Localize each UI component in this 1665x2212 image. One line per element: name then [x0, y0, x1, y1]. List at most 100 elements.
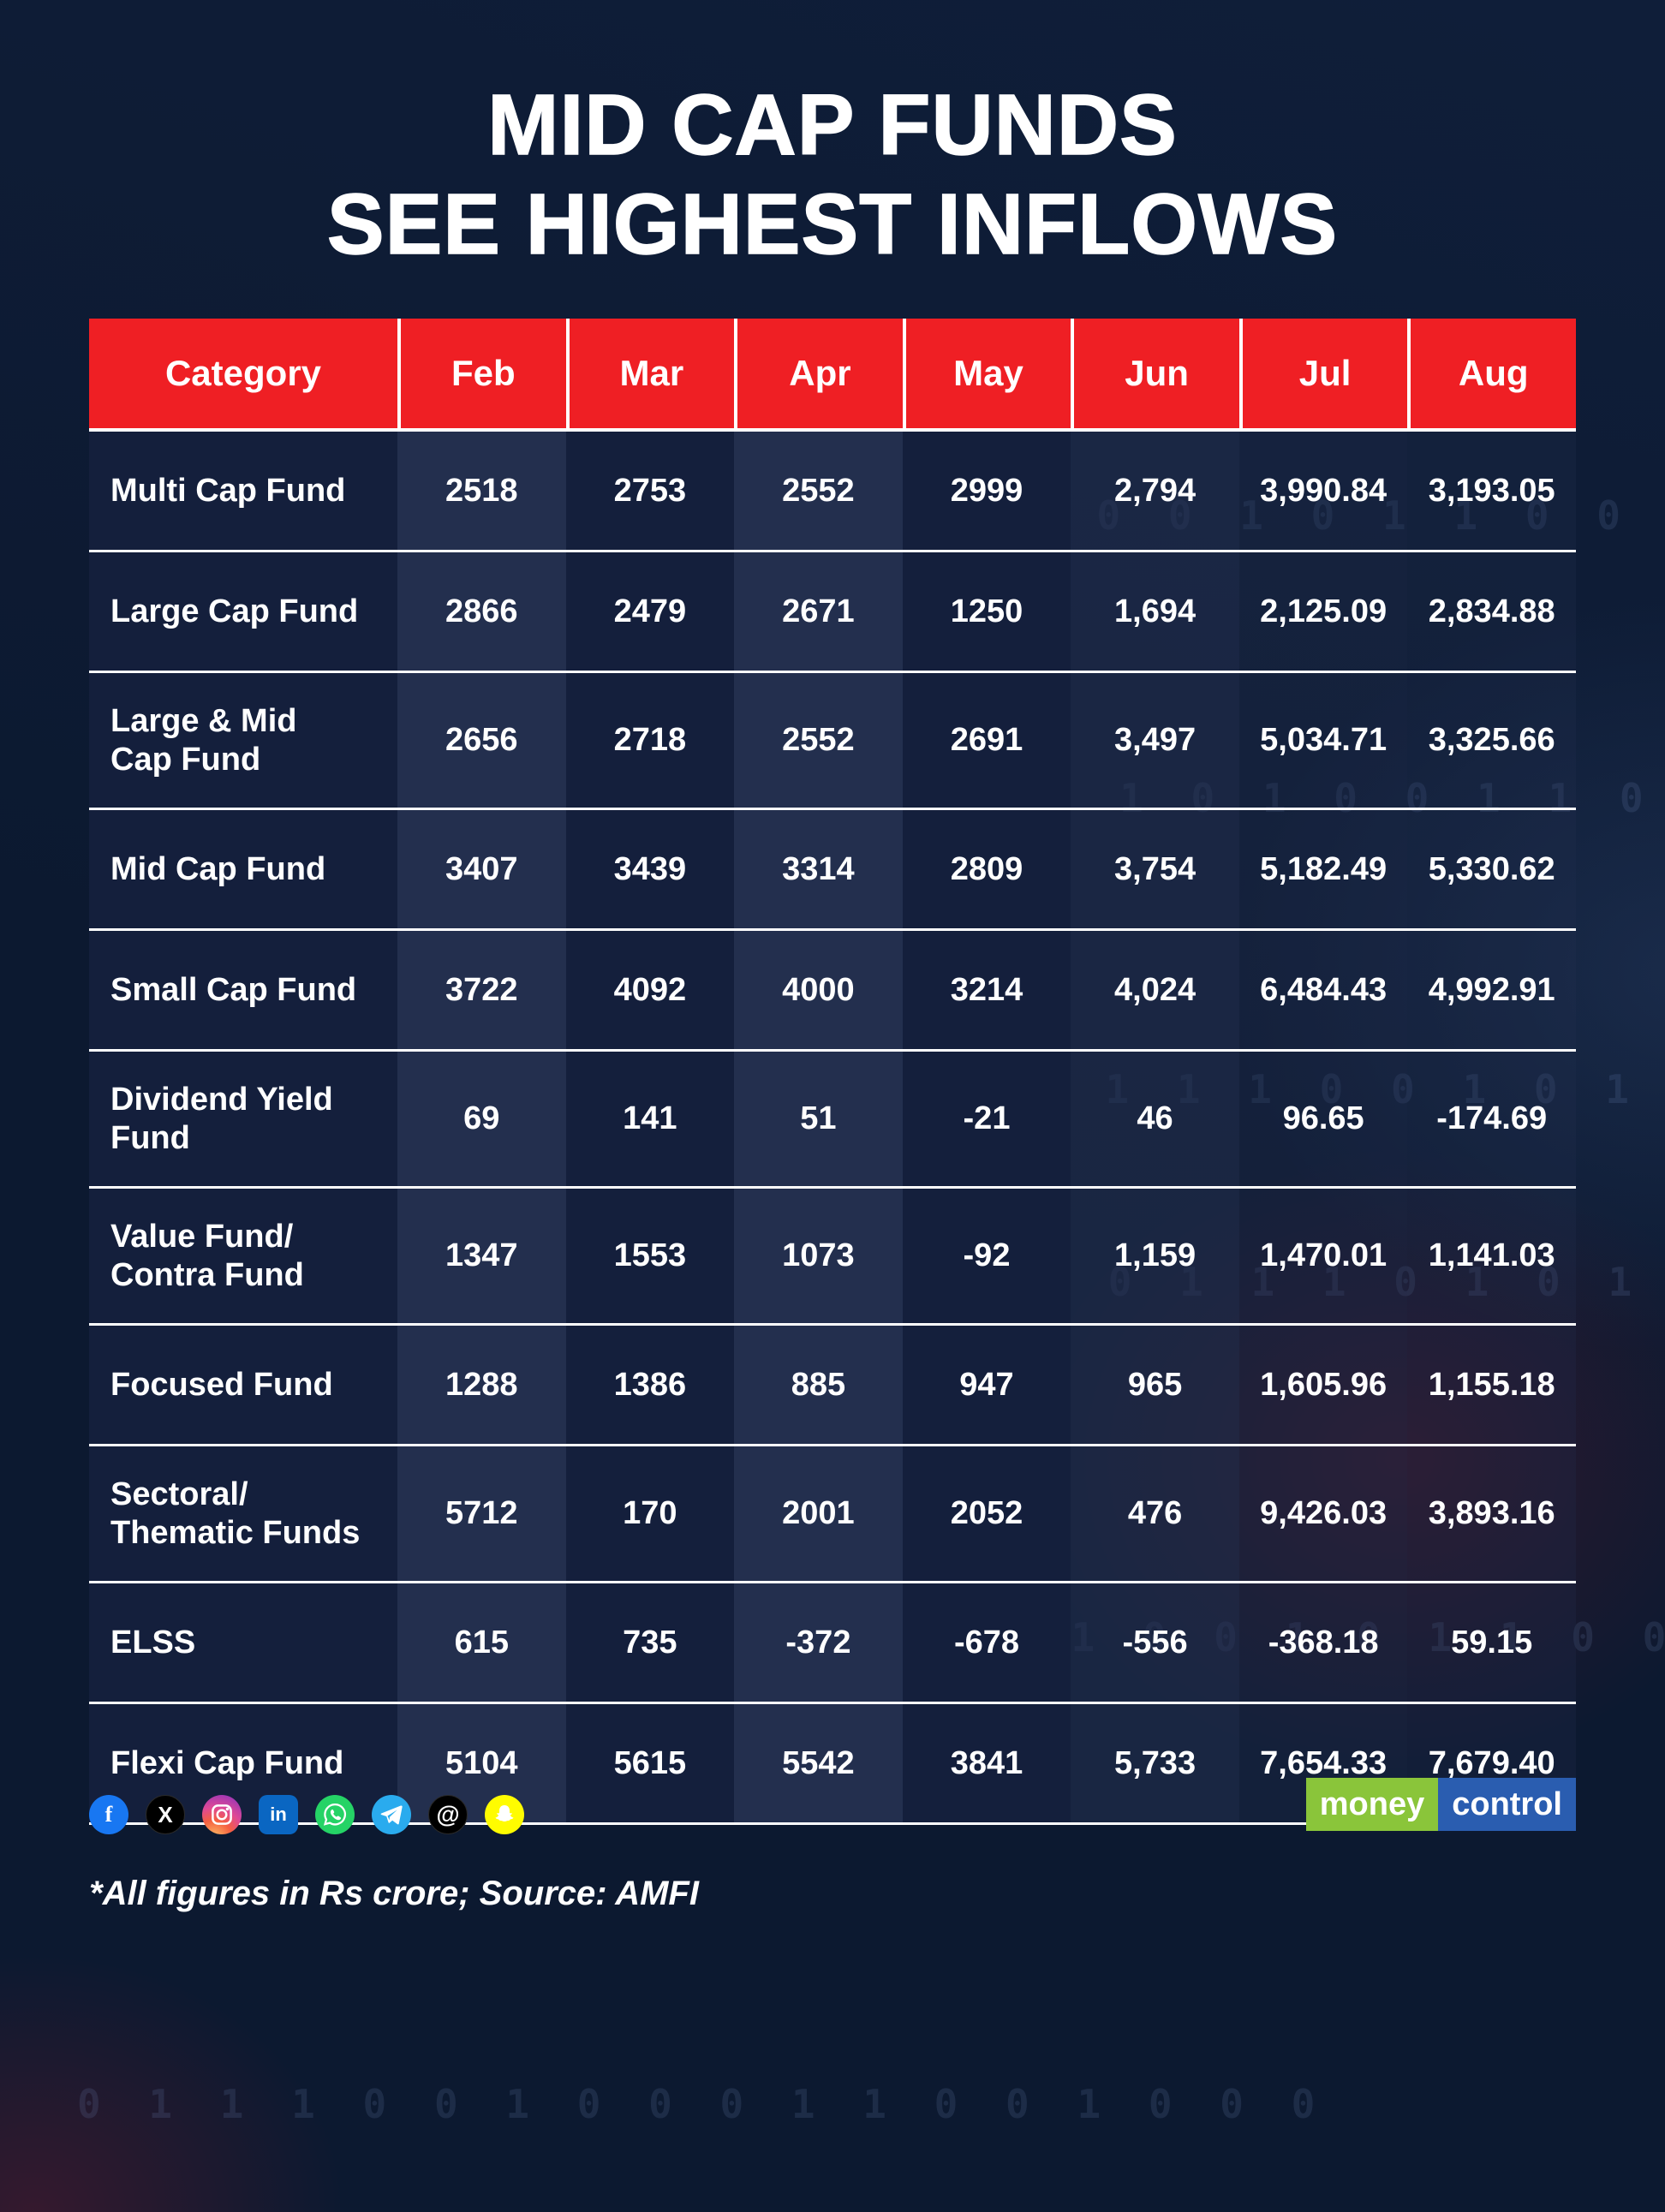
value-cell: 3407 — [397, 810, 566, 928]
value-cell: 59.15 — [1407, 1583, 1576, 1702]
value-cell: -92 — [902, 1189, 1071, 1323]
value-cell: -174.69 — [1407, 1052, 1576, 1186]
value-cell: 3722 — [397, 931, 566, 1049]
x-glyph: X — [158, 1801, 173, 1827]
value-cell: 3,754 — [1071, 810, 1239, 928]
value-cell: 5542 — [734, 1704, 903, 1822]
value-cell: 885 — [734, 1326, 903, 1444]
logo-money-segment: money — [1305, 1778, 1439, 1831]
table-row: Multi Cap Fund 2518 2753 2552 2999 2,794… — [89, 432, 1576, 552]
value-cell: 170 — [565, 1446, 735, 1581]
value-cell: 2866 — [397, 552, 566, 671]
value-cell: 1,470.01 — [1238, 1189, 1408, 1323]
value-cell: 4,024 — [1071, 931, 1239, 1049]
category-cell: Dividend Yield Fund — [89, 1052, 397, 1186]
threads-glyph: @ — [436, 1801, 460, 1827]
category-cell: ELSS — [89, 1583, 397, 1702]
value-cell: 1,605.96 — [1238, 1326, 1408, 1444]
value-cell: -368.18 — [1238, 1583, 1408, 1702]
footnote: *All figures in Rs crore; Source: AMFI — [89, 1875, 699, 1912]
header-jul: Jul — [1238, 319, 1408, 428]
value-cell: 6,484.43 — [1238, 931, 1408, 1049]
header-category: Category — [164, 353, 322, 393]
value-cell: 5,034.71 — [1238, 673, 1408, 808]
value-cell: 3314 — [734, 810, 903, 928]
value-cell: 2552 — [734, 432, 903, 550]
table-row: Value Fund/ Contra Fund 1347 1553 1073 -… — [89, 1189, 1576, 1326]
value-cell: 3,193.05 — [1407, 432, 1576, 550]
value-cell: 1288 — [397, 1326, 566, 1444]
value-cell: 2999 — [902, 432, 1071, 550]
value-cell: 3,497 — [1071, 673, 1239, 808]
value-cell: 965 — [1071, 1326, 1239, 1444]
table-row: Small Cap Fund 3722 4092 4000 3214 4,024… — [89, 931, 1576, 1052]
value-cell: 1250 — [902, 552, 1071, 671]
header-aug: Aug — [1407, 319, 1576, 428]
value-cell: 2479 — [565, 552, 735, 671]
value-cell: 2656 — [397, 673, 566, 808]
value-cell: 2691 — [902, 673, 1071, 808]
value-cell: 5615 — [565, 1704, 735, 1822]
table-header-row: Category Feb Mar Apr May Jun Jul Aug — [89, 319, 1576, 432]
value-cell: 2753 — [565, 432, 735, 550]
binary-pattern: 0 1 1 1 0 0 1 0 0 0 1 1 0 0 1 0 0 0 — [77, 2081, 1328, 2127]
threads-icon[interactable]: @ — [428, 1795, 468, 1834]
page-title: MID CAP FUNDS SEE HIGHEST INFLOWS — [0, 75, 1665, 274]
value-cell: 5104 — [397, 1704, 566, 1822]
value-cell: 3,990.84 — [1238, 432, 1408, 550]
x-twitter-icon[interactable]: X — [146, 1795, 185, 1834]
value-cell: 4000 — [734, 931, 903, 1049]
value-cell: 1,159 — [1071, 1189, 1239, 1323]
table-row: Sectoral/ Thematic Funds 5712 170 2001 2… — [89, 1446, 1576, 1583]
category-cell: Value Fund/ Contra Fund — [89, 1189, 397, 1323]
category-cell: Mid Cap Fund — [89, 810, 397, 928]
value-cell: 1,155.18 — [1407, 1326, 1576, 1444]
header-apr: Apr — [734, 319, 903, 428]
value-cell: 51 — [734, 1052, 903, 1186]
snapchat-icon[interactable] — [485, 1795, 524, 1834]
header-jun: Jun — [1071, 319, 1239, 428]
value-cell: 2809 — [902, 810, 1071, 928]
value-cell: 2052 — [902, 1446, 1071, 1581]
table-row: Focused Fund 1288 1386 885 947 965 1,605… — [89, 1326, 1576, 1446]
whatsapp-icon[interactable] — [315, 1795, 355, 1834]
value-cell: 2001 — [734, 1446, 903, 1581]
linkedin-icon[interactable]: in — [259, 1795, 298, 1834]
value-cell: 1073 — [734, 1189, 903, 1323]
value-cell: 2718 — [565, 673, 735, 808]
value-cell: 3,893.16 — [1407, 1446, 1576, 1581]
value-cell: 5,733 — [1071, 1704, 1239, 1822]
telegram-icon[interactable] — [372, 1795, 411, 1834]
value-cell: 9,426.03 — [1238, 1446, 1408, 1581]
header-feb: Feb — [397, 319, 566, 428]
linkedin-glyph: in — [270, 1804, 287, 1825]
value-cell: 2552 — [734, 673, 903, 808]
page-title-line-1: MID CAP FUNDS — [486, 76, 1178, 174]
moneycontrol-logo[interactable]: money control — [1305, 1778, 1576, 1831]
header-mar: Mar — [565, 319, 735, 428]
value-cell: 5,330.62 — [1407, 810, 1576, 928]
value-cell: 96.65 — [1238, 1052, 1408, 1186]
value-cell: 4092 — [565, 931, 735, 1049]
value-cell: 46 — [1071, 1052, 1239, 1186]
page-title-line-2: SEE HIGHEST INFLOWS — [326, 176, 1339, 273]
value-cell: 3214 — [902, 931, 1071, 1049]
value-cell: 5,182.49 — [1238, 810, 1408, 928]
value-cell: 1553 — [565, 1189, 735, 1323]
table-row: ELSS 615 735 -372 -678 -556 -368.18 59.1… — [89, 1583, 1576, 1704]
value-cell: 2,834.88 — [1407, 552, 1576, 671]
value-cell: 4,992.91 — [1407, 931, 1576, 1049]
value-cell: 5712 — [397, 1446, 566, 1581]
logo-control-segment: control — [1438, 1778, 1576, 1831]
value-cell: 2,794 — [1071, 432, 1239, 550]
social-links: f X in @ — [89, 1795, 524, 1834]
table-row: Flexi Cap Fund 5104 5615 5542 3841 5,733… — [89, 1704, 1576, 1825]
facebook-icon[interactable]: f — [89, 1795, 128, 1834]
category-cell: Large & Mid Cap Fund — [89, 673, 397, 808]
table-row: Dividend Yield Fund 69 141 51 -21 46 96.… — [89, 1052, 1576, 1189]
value-cell: -372 — [734, 1583, 903, 1702]
instagram-icon[interactable] — [202, 1795, 242, 1834]
value-cell: 615 — [397, 1583, 566, 1702]
facebook-glyph: f — [104, 1802, 113, 1827]
